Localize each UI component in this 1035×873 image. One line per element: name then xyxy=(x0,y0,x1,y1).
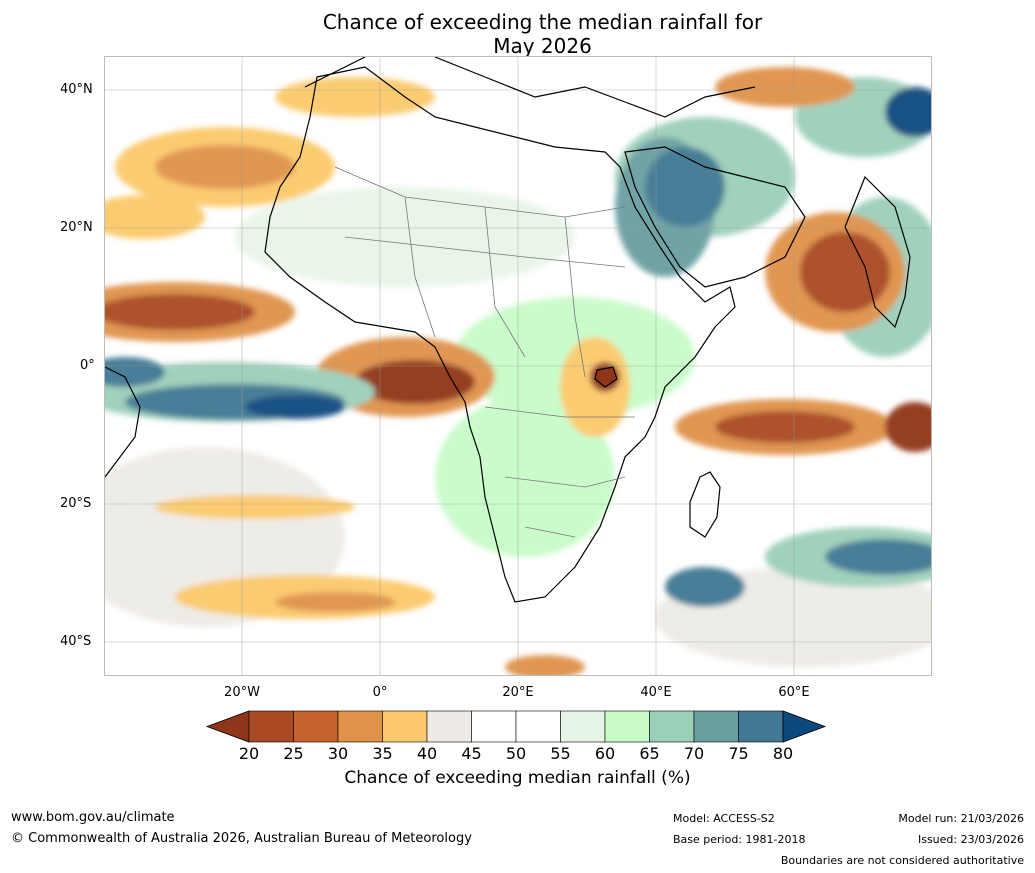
lat-label-20s: 20°S xyxy=(60,496,92,511)
colorbar-tick-label: 60 xyxy=(594,744,616,763)
colorbar-swatch xyxy=(293,710,339,743)
coastlines xyxy=(105,57,911,603)
map-svg xyxy=(105,57,931,675)
title-line-2: May 2026 xyxy=(493,34,592,58)
arabia-coastline xyxy=(624,146,806,288)
colorbar-under-arrow xyxy=(205,710,250,743)
colorbar-tick-label: 25 xyxy=(283,744,304,763)
colorbar-swatch xyxy=(738,710,784,743)
colorbar-swatch xyxy=(560,710,606,743)
india-coastline xyxy=(844,175,911,329)
europe-coastline xyxy=(304,57,756,118)
madagascar-coastline xyxy=(689,471,721,538)
footer-model-run: Model run: 21/03/2026 xyxy=(898,812,1024,825)
lat-label-0: 0° xyxy=(80,358,95,373)
footer-issued: Issued: 23/03/2026 xyxy=(917,833,1024,846)
colorbar-label: Chance of exceeding median rainfall (%) xyxy=(344,768,691,788)
footer-copyright: © Commonwealth of Australia 2026, Austra… xyxy=(11,831,472,846)
lat-label-40n: 40°N xyxy=(60,82,93,97)
colorbar-swatch xyxy=(426,710,472,743)
colorbar-swatch xyxy=(693,710,739,743)
lat-label-20n: 20°N xyxy=(60,220,93,235)
colorbar-tick-label: 75 xyxy=(728,744,749,763)
lon-label-40e: 40°E xyxy=(640,685,672,700)
rainfall-probability-map xyxy=(104,56,932,676)
lat-label-40s: 40°S xyxy=(60,634,92,649)
colorbar-tick-label: 45 xyxy=(461,744,482,763)
lon-label-0: 0° xyxy=(372,685,388,700)
lon-label-20w: 20°W xyxy=(224,685,260,700)
colorbar-swatch xyxy=(604,710,650,743)
footer-model: Model: ACCESS-S2 xyxy=(673,812,775,825)
south-america-coastline xyxy=(105,366,141,478)
colorbar-swatch xyxy=(382,710,428,743)
colorbar-over-arrow xyxy=(782,710,827,743)
colorbar-swatch xyxy=(337,710,383,743)
colorbar-tick-label: 30 xyxy=(327,744,349,763)
title-line-1: Chance of exceeding the median rainfall … xyxy=(322,10,763,34)
colorbar-tick-label: 20 xyxy=(238,744,260,763)
graticule xyxy=(105,57,931,675)
colorbar-tick-label: 55 xyxy=(550,744,571,763)
colorbar-tick-label: 80 xyxy=(772,744,794,763)
country-boundaries xyxy=(334,166,635,538)
lon-label-20e: 20°E xyxy=(502,685,534,700)
footer-website: www.bom.gov.au/climate xyxy=(11,810,175,825)
footer-disclaimer: Boundaries are not considered authoritat… xyxy=(780,854,1024,867)
lon-label-60e: 60°E xyxy=(778,685,810,700)
colorbar-tick-label: 50 xyxy=(505,744,527,763)
colorbar-swatch xyxy=(515,710,561,743)
footer-base-period: Base period: 1981-2018 xyxy=(673,833,806,846)
chart-title: Chance of exceeding the median rainfall … xyxy=(0,10,1035,58)
colorbar-tick-label: 35 xyxy=(372,744,393,763)
colorbar-tick-label: 40 xyxy=(416,744,438,763)
colorbar-swatch xyxy=(471,710,517,743)
colorbar-swatch xyxy=(248,710,294,743)
colorbar-tick-label: 70 xyxy=(683,744,705,763)
colorbar-tick-label: 65 xyxy=(639,744,660,763)
lake-victoria xyxy=(594,366,618,388)
colorbar-swatch xyxy=(649,710,695,743)
colorbar xyxy=(205,710,827,743)
africa-coastline xyxy=(264,66,736,603)
